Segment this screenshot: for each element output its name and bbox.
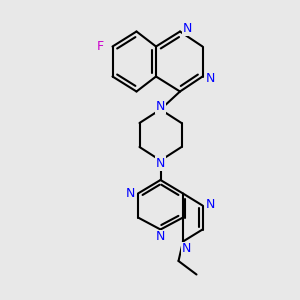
Text: N: N [156,100,165,113]
Text: N: N [156,230,165,244]
Text: N: N [126,187,135,200]
Text: N: N [205,71,215,85]
Text: N: N [181,242,191,256]
Text: F: F [97,40,104,53]
Text: N: N [205,197,215,211]
Text: N: N [156,157,165,170]
Text: N: N [183,22,192,35]
